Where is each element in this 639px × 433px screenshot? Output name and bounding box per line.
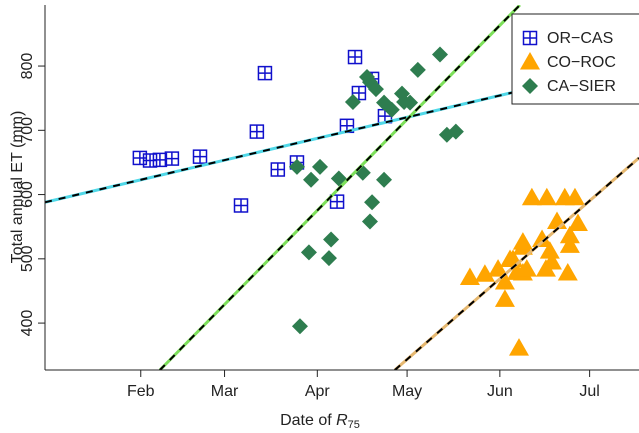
y-tick-label: 500: [19, 245, 36, 272]
point: [494, 289, 515, 307]
point: [257, 65, 273, 81]
y-tick-label: 800: [19, 53, 36, 80]
marker-cross: [271, 163, 285, 177]
point: [288, 158, 305, 175]
legend-label: OR−CAS: [547, 30, 613, 47]
x-label-symbol: R: [336, 412, 348, 429]
point: [303, 171, 320, 188]
x-tick-label: Jul: [579, 383, 599, 400]
marker-cross: [250, 125, 264, 139]
point: [559, 235, 580, 253]
marker-cross: [234, 198, 248, 212]
point: [152, 152, 168, 168]
point: [567, 213, 588, 231]
marker-cross: [153, 153, 167, 167]
x-tick-label: Jun: [487, 383, 513, 400]
marker-cross: [352, 86, 366, 100]
point: [494, 271, 515, 290]
legend-marker: [522, 30, 538, 46]
x-tick-label: Feb: [127, 383, 155, 400]
point: [192, 149, 208, 164]
point: [367, 81, 384, 98]
point: [536, 187, 557, 206]
legend-marker: [522, 78, 538, 94]
marker-cross: [258, 66, 272, 80]
point: [249, 124, 265, 139]
point: [270, 162, 286, 177]
point: [364, 194, 381, 211]
legend-label: CA−SIER: [547, 78, 616, 95]
point: [539, 241, 560, 259]
x-tick-label: Apr: [305, 383, 331, 400]
legend: OR−CAS CO−ROC CA−SIER: [511, 13, 639, 105]
y-tick-label: 400: [19, 310, 36, 337]
marker-cross: [523, 31, 537, 45]
point: [312, 158, 329, 175]
point: [474, 264, 495, 282]
marker-cross: [348, 50, 362, 64]
point: [509, 338, 530, 356]
marker-cross: [193, 150, 207, 164]
point: [300, 244, 317, 261]
point: [559, 225, 580, 244]
y-tick-label: 600: [19, 181, 36, 208]
x-label-subscript: 75: [348, 419, 360, 431]
marker-cross: [378, 109, 392, 123]
point: [512, 232, 533, 250]
point: [447, 123, 464, 140]
point: [376, 171, 393, 188]
point: [329, 194, 345, 209]
x-axis-label: Date of R75: [280, 412, 360, 431]
marker-cross: [330, 195, 344, 209]
legend-marker: [520, 52, 540, 70]
x-tick-label: Mar: [211, 383, 239, 400]
point: [291, 318, 308, 335]
point: [344, 94, 361, 111]
point: [547, 211, 568, 230]
point: [459, 267, 480, 285]
point: [535, 259, 556, 277]
axes: 400 500 600 700 800 Feb Mar Apr May Jun Jul: [19, 53, 600, 401]
point: [347, 49, 363, 65]
legend-label: CO−ROC: [547, 54, 616, 71]
point: [323, 231, 340, 248]
point: [488, 259, 509, 277]
point: [402, 94, 419, 111]
marker-cross: [165, 152, 179, 166]
point: [564, 187, 585, 206]
point: [383, 101, 400, 118]
point: [516, 259, 537, 277]
point: [320, 250, 337, 267]
point: [432, 46, 449, 63]
point: [361, 213, 378, 230]
point: [409, 61, 426, 78]
point: [233, 198, 249, 213]
y-axis-label: Total annual ET (mm): [9, 111, 26, 264]
point: [521, 187, 542, 206]
fit-line-dash: [159, 5, 521, 370]
x-tick-label: May: [392, 383, 422, 400]
point: [351, 85, 367, 101]
point: [354, 164, 371, 181]
point: [164, 151, 180, 166]
y-tick-label: 700: [19, 117, 36, 144]
point: [557, 262, 578, 281]
x-label-text: Date of: [280, 412, 336, 429]
fit-line-dash: [394, 157, 639, 370]
point: [532, 229, 553, 248]
